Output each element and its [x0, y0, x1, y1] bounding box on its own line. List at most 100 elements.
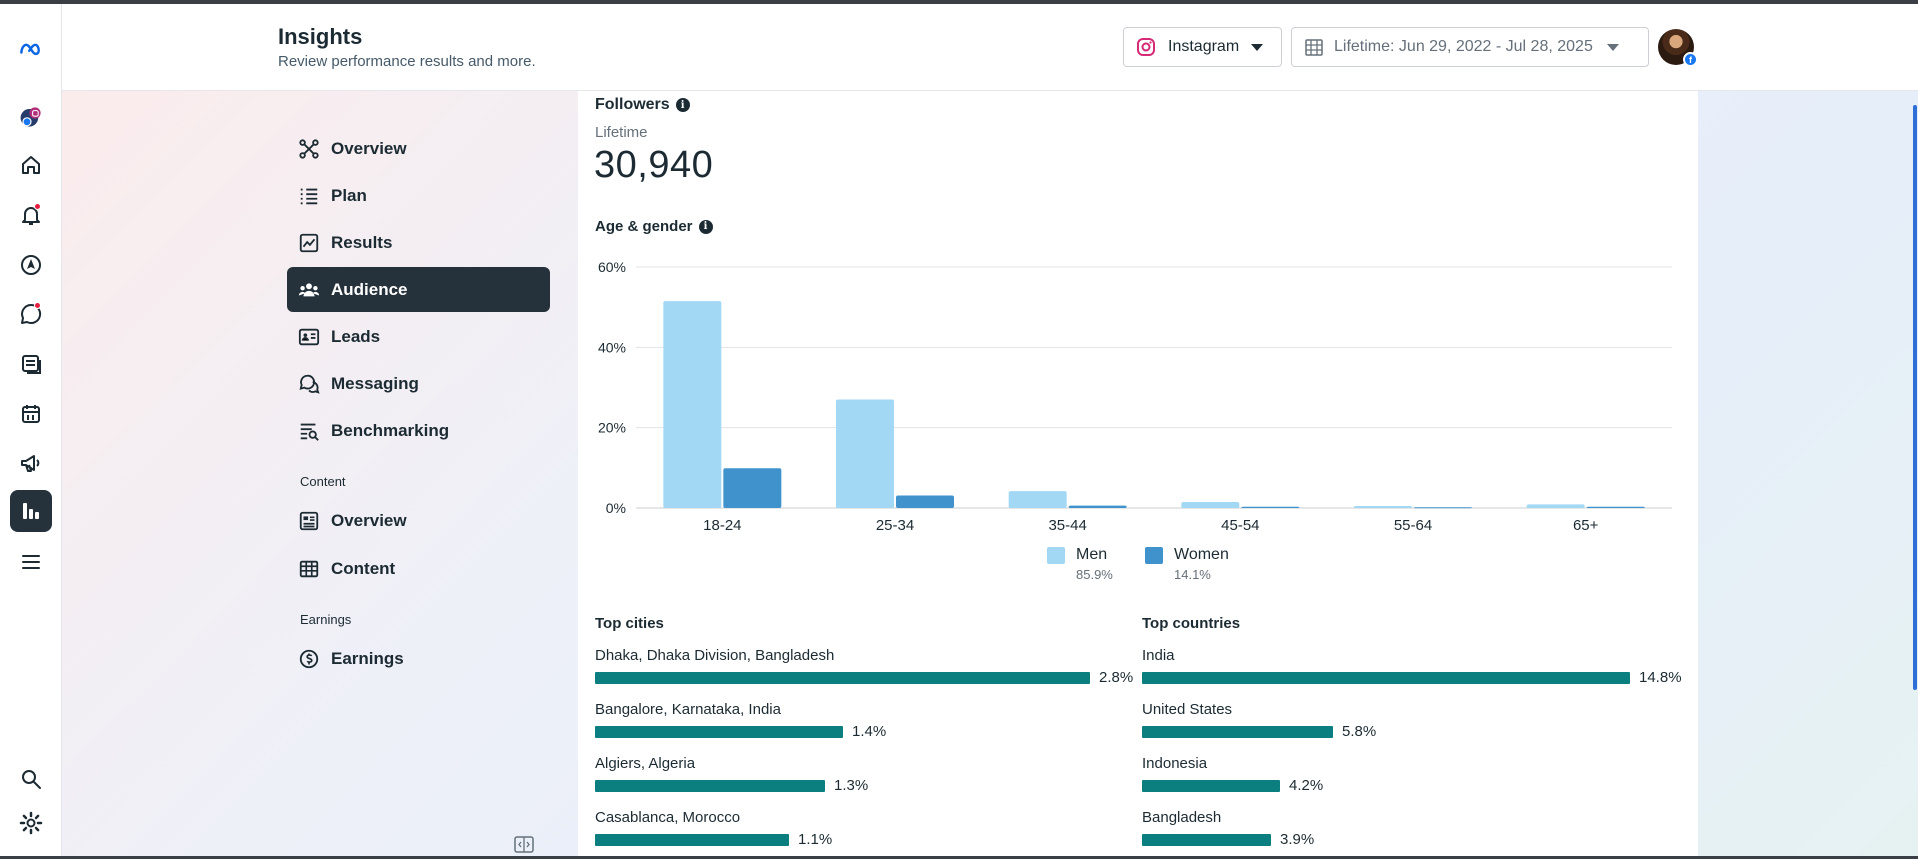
scrollbar[interactable] [1913, 105, 1917, 690]
chevron-down-icon [1251, 43, 1264, 51]
platform-label: Instagram [1168, 38, 1240, 55]
nav-plan[interactable]: Plan [287, 173, 550, 218]
list-item-bar [1142, 834, 1271, 846]
search-icon[interactable] [10, 758, 52, 800]
legend-women-swatch [1145, 547, 1163, 564]
date-range-label: Lifetime: Jun 29, 2022 - Jul 28, 2025 [1334, 38, 1593, 55]
legend-men-swatch [1047, 547, 1065, 564]
nav-label: Earnings [331, 648, 404, 668]
list-item-value: 2.8% [1099, 669, 1134, 686]
insights-icon[interactable] [10, 490, 52, 532]
list-item-bar [595, 834, 789, 846]
window-top-border [0, 0, 1918, 4]
list-item-name: Algiers, Algeria [595, 755, 696, 772]
nav-label: Leads [331, 326, 381, 346]
list-item-value: 1.4% [852, 723, 887, 740]
x-tick-label: 18-24 [703, 517, 741, 534]
app-rail [0, 4, 62, 856]
platform-select[interactable]: Instagram [1123, 27, 1282, 67]
ads-icon[interactable] [10, 442, 52, 484]
list-item-value: 1.3% [834, 777, 869, 794]
nav-leads[interactable]: Leads [287, 314, 550, 359]
facebook-badge-icon: f [1683, 52, 1698, 67]
account-switcher-icon[interactable] [10, 96, 52, 138]
avatar[interactable]: f [1658, 29, 1698, 67]
age-gender-chart: 0% 20% 40% 60% 18-24 25-34 35-44 45-54 55-64 65+ [598, 259, 1672, 534]
nav-overview[interactable]: Overview [287, 126, 550, 171]
planner-icon[interactable] [10, 244, 52, 286]
bar-men-55-64 [1354, 505, 1412, 508]
bar-women-65+ [1586, 506, 1645, 508]
nav-label: Plan [331, 185, 367, 205]
nav-audience[interactable]: Audience [287, 267, 550, 312]
followers-count: 30,940 [594, 144, 714, 186]
list-item-bar [1142, 672, 1630, 684]
calendar-table-icon [1305, 39, 1323, 56]
list-item-name: Bangalore, Karnataka, India [595, 701, 781, 718]
date-range-select[interactable]: Lifetime: Jun 29, 2022 - Jul 28, 2025 [1291, 27, 1649, 67]
plan-icon [300, 188, 318, 204]
nav-content-overview[interactable]: Overview [287, 498, 550, 543]
nav-messaging[interactable]: Messaging [287, 361, 550, 406]
home-icon[interactable] [10, 144, 52, 186]
content-overview-icon [299, 511, 319, 530]
page-header: Insights Review performance results and … [62, 4, 1918, 91]
settings-icon[interactable] [10, 802, 52, 844]
legend-men[interactable]: Men 85.9% [1047, 546, 1113, 582]
nav-section-content: Content [300, 474, 346, 489]
list-item-value: 1.1% [798, 831, 833, 848]
notification-dot [34, 203, 41, 210]
list-item-name: Bangladesh [1142, 809, 1222, 826]
content-icon[interactable] [10, 343, 52, 385]
y-tick-label: 40% [598, 339, 626, 355]
collapse-sidebar-icon[interactable] [514, 836, 534, 853]
legend-women-name: Women [1174, 546, 1229, 563]
x-tick-label: 45-54 [1221, 517, 1259, 534]
list-item-bar [595, 672, 1090, 684]
overview-icon [299, 138, 319, 159]
nav-results[interactable]: Results [287, 220, 550, 265]
info-icon[interactable]: i [675, 98, 690, 112]
bar-women-55-64 [1414, 507, 1472, 509]
chevron-down-icon [1606, 43, 1619, 51]
instagram-icon [1137, 38, 1155, 56]
meta-logo-icon[interactable] [10, 28, 52, 70]
list-item-value: 5.8% [1342, 723, 1377, 740]
nav-earnings[interactable]: Earnings [287, 636, 550, 681]
notifications-icon[interactable] [10, 194, 52, 236]
x-tick-label: 35-44 [1048, 517, 1086, 534]
bar-men-18-24 [663, 301, 722, 508]
all-tools-icon[interactable] [10, 541, 52, 583]
bar-men-45-54 [1181, 501, 1240, 508]
bar-women-35-44 [1068, 505, 1127, 508]
nav-content-table[interactable]: Content [287, 546, 550, 591]
age-gender-title-text: Age & gender [595, 218, 693, 235]
list-item-value: 14.8% [1639, 669, 1682, 686]
nav-section-earnings: Earnings [300, 612, 352, 627]
window-bottom-border [0, 856, 1918, 859]
followers-period: Lifetime [595, 124, 648, 141]
benchmarking-icon [300, 423, 319, 441]
info-icon[interactable]: i [698, 219, 713, 234]
list-item-value: 3.9% [1280, 831, 1315, 848]
inbox-dot [34, 302, 41, 309]
bar-men-65+ [1526, 504, 1585, 508]
calendar-icon[interactable] [10, 393, 52, 435]
x-tick-label: 55-64 [1394, 517, 1432, 534]
nav-label: Results [331, 232, 393, 252]
nav-label: Benchmarking [331, 420, 450, 440]
leads-icon [298, 328, 320, 345]
results-icon [299, 233, 319, 252]
earnings-icon [299, 649, 319, 668]
legend-women[interactable]: Women 14.1% [1145, 546, 1229, 582]
nav-benchmarking[interactable]: Benchmarking [287, 408, 550, 453]
inbox-icon[interactable] [10, 293, 52, 335]
audience-icon [298, 282, 320, 296]
list-item-bar [595, 780, 825, 792]
top-countries-title: Top countries [1142, 615, 1241, 632]
y-tick-label: 0% [606, 500, 626, 516]
list-item-name: Indonesia [1142, 755, 1208, 772]
y-tick-label: 60% [598, 259, 626, 275]
age-gender-title: Age & gender i [595, 218, 713, 235]
nav-label: Content [331, 558, 396, 578]
